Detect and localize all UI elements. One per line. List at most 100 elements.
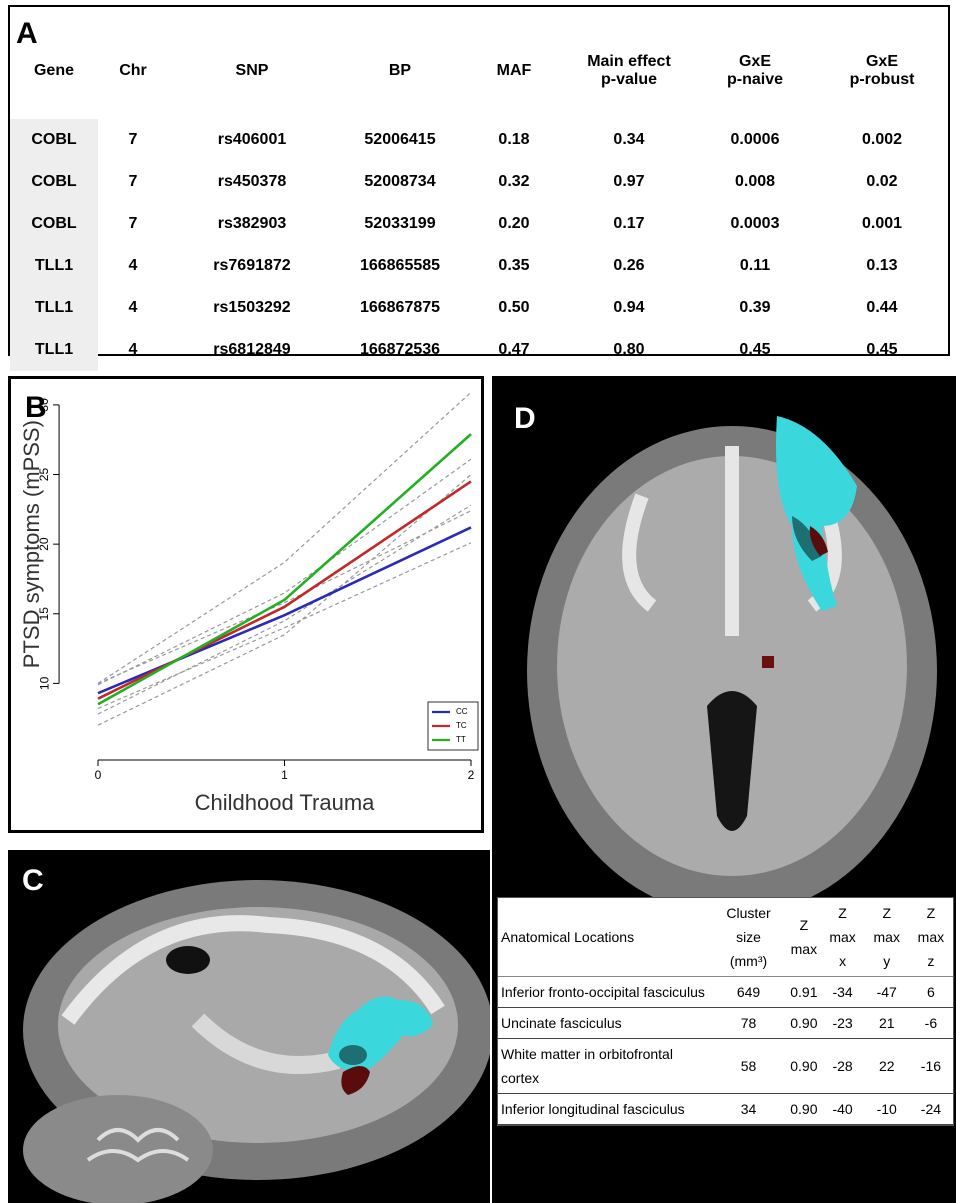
y-tick-label: 10 [37, 676, 51, 690]
table-cell: 21 [865, 1008, 909, 1039]
table-cell: 166872536 [336, 329, 464, 371]
table-cell: rs1503292 [168, 287, 336, 329]
table-cell: 0.11 [694, 245, 816, 287]
series-line [98, 481, 471, 698]
table-cell: -28 [821, 1039, 865, 1094]
cerebellum [23, 1095, 213, 1203]
table-row: White matter in orbitofrontal cortex580.… [498, 1039, 953, 1094]
x-tick-label: 1 [281, 768, 288, 782]
y-tick-label: 30 [37, 398, 51, 412]
table-cell: 0.91 [787, 977, 820, 1008]
table-cell: 0.80 [564, 329, 694, 371]
panel-label: A [16, 17, 38, 51]
table-cell: 0.32 [464, 161, 564, 203]
header-cell: GxE p-robust [816, 7, 948, 119]
table-cell: 0.02 [816, 161, 948, 203]
chart-panel: B 1015202530012Childhood TraumaPTSD symp… [8, 376, 484, 833]
ventricle [166, 946, 210, 974]
y-axis-label: PTSD symptoms (mPSS) [19, 420, 44, 668]
header-cell: GxE p-naive [694, 7, 816, 119]
header-row: GeneChrSNPBPMAFMain effect p-valueGxE p-… [10, 7, 948, 119]
header-cell: Z max z [909, 898, 953, 977]
table-cell: COBL [10, 119, 98, 161]
header-cell: BP [336, 7, 464, 119]
table-cell: 166865585 [336, 245, 464, 287]
header-cell: Z max y [865, 898, 909, 977]
table-cell: TLL1 [10, 287, 98, 329]
table-cell: Inferior longitudinal fasciculus [498, 1094, 710, 1125]
table-cell: Inferior fronto-occipital fasciculus [498, 977, 710, 1008]
table-cell: -23 [821, 1008, 865, 1039]
series-line [98, 527, 471, 693]
table-cell: 7 [98, 203, 168, 245]
table-cell: 0.26 [564, 245, 694, 287]
legend-label: TC [456, 721, 467, 730]
header-cell: Anatomical Locations [498, 898, 710, 977]
confidence-bound [98, 392, 471, 683]
table-cell: 0.90 [787, 1094, 820, 1125]
table-cell: 52008734 [336, 161, 464, 203]
table-cell: 0.002 [816, 119, 948, 161]
table-cell: -47 [865, 977, 909, 1008]
header-cell: Cluster size (mm³) [710, 898, 787, 977]
table-cell: White matter in orbitofrontal cortex [498, 1039, 710, 1094]
table-cell: 78 [710, 1008, 787, 1039]
table-cell: 0.001 [816, 203, 948, 245]
table-cell: 0.44 [816, 287, 948, 329]
table-cell: -16 [909, 1039, 953, 1094]
table-cell: TLL1 [10, 245, 98, 287]
table-cell: -40 [821, 1094, 865, 1125]
significant-cluster [762, 656, 774, 668]
table-cell: 4 [98, 287, 168, 329]
table-cell: -24 [909, 1094, 953, 1125]
header-cell: Main effect p-value [564, 7, 694, 119]
table-cell: 0.90 [787, 1008, 820, 1039]
table-cell: rs450378 [168, 161, 336, 203]
series-line [98, 434, 471, 704]
legend-label: CC [456, 707, 468, 716]
panel-label: C [22, 864, 44, 897]
table-cell: 649 [710, 977, 787, 1008]
table-cell: COBL [10, 203, 98, 245]
table-cell: 0.97 [564, 161, 694, 203]
confidence-bound [98, 505, 471, 714]
snp-table: GeneChrSNPBPMAFMain effect p-valueGxE p-… [10, 7, 948, 371]
table-cell: -10 [865, 1094, 909, 1125]
table-cell: 0.50 [464, 287, 564, 329]
table-cell: 22 [865, 1039, 909, 1094]
header-cell: SNP [168, 7, 336, 119]
confidence-bound [98, 511, 471, 684]
panel-label: D [514, 402, 536, 435]
table-cell: 0.0003 [694, 203, 816, 245]
x-axis-label: Childhood Trauma [195, 790, 376, 815]
table-cell: 4 [98, 245, 168, 287]
table-cell: TLL1 [10, 329, 98, 371]
table-cell: 7 [98, 161, 168, 203]
table-cell: 34 [710, 1094, 787, 1125]
table-cell: 0.17 [564, 203, 694, 245]
table-cell: 0.008 [694, 161, 816, 203]
table-cell: 0.0006 [694, 119, 816, 161]
table-cell: 6 [909, 977, 953, 1008]
table-cell: 4 [98, 329, 168, 371]
table-cell: rs406001 [168, 119, 336, 161]
table-cell: -6 [909, 1008, 953, 1039]
table-cell: 7 [98, 119, 168, 161]
confidence-bound [98, 543, 471, 709]
table-cell: 0.39 [694, 287, 816, 329]
table-cell: 0.94 [564, 287, 694, 329]
table-cell: 0.20 [464, 203, 564, 245]
table-cell: 0.90 [787, 1039, 820, 1094]
table-cell: 58 [710, 1039, 787, 1094]
table-cell: Uncinate fasciculus [498, 1008, 710, 1039]
header-cell: MAF [464, 7, 564, 119]
legend-label: TT [456, 735, 466, 744]
